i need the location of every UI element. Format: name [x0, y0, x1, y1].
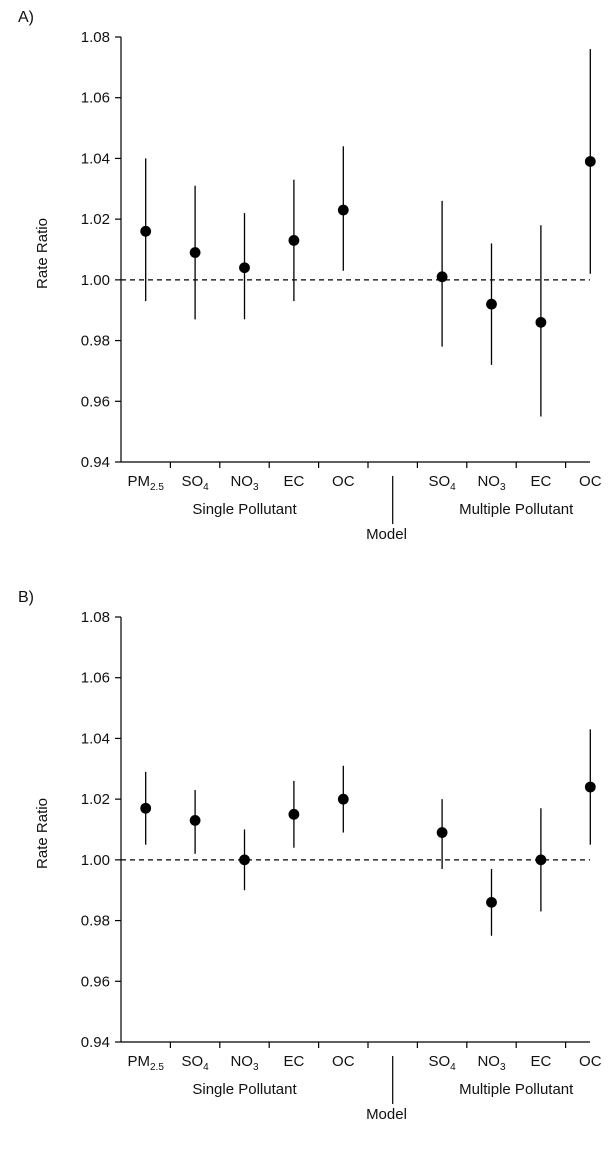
panel-b-x-tick-label: NO3 [230, 1053, 259, 1073]
panel-b-label: B) [18, 589, 34, 606]
panel-b-x-tick-label: EC [530, 1053, 551, 1070]
panel-a-group-label-multiple: Multiple Pollutant [459, 501, 574, 518]
x-tick-label-subscript: 3 [500, 1062, 506, 1073]
panel-a-x-tick-label: SO4 [181, 473, 209, 493]
x-tick-label-base: EC [530, 473, 551, 490]
panel-a-x-tick-label: EC [530, 473, 551, 490]
panel-b-y-tick-label: 1.02 [81, 791, 110, 808]
panel-b-point [486, 896, 497, 908]
x-tick-label-subscript: 3 [253, 482, 259, 493]
panel-a-y-tick-label: 0.96 [81, 393, 110, 410]
panel-a-label: A) [18, 9, 34, 26]
panel-b-y-tick-label: 1.08 [81, 609, 110, 626]
panel-a-y-tick-label: 1.00 [81, 272, 110, 289]
x-tick-label-subscript: 3 [500, 482, 506, 493]
x-tick-label-subscript: 4 [203, 1062, 209, 1073]
panel-a-y-tick-label: 1.06 [81, 90, 110, 107]
panel-a-x-axis-title: Model [366, 526, 407, 543]
x-tick-label-base: SO [428, 473, 450, 490]
panel-a-y-axis-title: Rate Ratio [34, 218, 51, 289]
panel-b-point [239, 854, 250, 866]
panel-a-point [584, 156, 596, 167]
x-tick-label-base: EC [283, 473, 304, 490]
panel-b-group-label-multiple: Multiple Pollutant [459, 1081, 574, 1098]
x-tick-label-base: NO [477, 1053, 500, 1070]
panel-b-y-tick-label: 0.98 [81, 913, 110, 930]
x-tick-label-base: EC [530, 1053, 551, 1070]
panel-a-point [239, 262, 250, 274]
panel-b-point [189, 814, 201, 826]
x-tick-label-base: OC [332, 473, 355, 490]
x-tick-label-base: SO [181, 473, 203, 490]
x-tick-label-base: OC [332, 1053, 355, 1070]
panel-b-point [436, 827, 448, 838]
panel-a-group-label-single: Single Pollutant [192, 501, 297, 518]
panel-a-x-tick-label: NO3 [477, 473, 506, 493]
panel-b-y-tick-label: 0.94 [81, 1034, 110, 1051]
panel-b-x-axis-title: Model [366, 1106, 407, 1123]
panel-a-x-tick-label: NO3 [230, 473, 259, 493]
x-tick-label-subscript: 4 [450, 482, 456, 493]
x-tick-label-subscript: 3 [253, 1062, 259, 1073]
panel-a-x-tick-label: SO4 [428, 473, 456, 493]
panel-a-y-tick-label: 1.08 [81, 29, 110, 46]
panel-a-x-tick-label: PM2.5 [127, 473, 164, 493]
panel-a-y-tick-label: 1.04 [81, 150, 110, 167]
x-tick-label-base: NO [230, 1053, 253, 1070]
panel-b-chart: B) 0.94 0.96 0.98 1.00 1.02 1.04 1.06 1.08 Rate R… [18, 589, 602, 1123]
x-tick-label-base: SO [428, 1053, 450, 1070]
panel-a-point [337, 204, 349, 216]
panel-b-x-tick-label: SO4 [428, 1053, 456, 1073]
panel-b-group-label-single: Single Pollutant [192, 1081, 297, 1098]
panel-b-y-tick-label: 0.96 [81, 973, 110, 990]
x-tick-label-subscript: 2.5 [150, 1062, 164, 1073]
panel-a-x-tick-label: OC [332, 473, 355, 490]
panel-b-point [140, 802, 152, 814]
panel-a-point [140, 225, 152, 237]
panel-a-x-tick-label: EC [283, 473, 304, 490]
panel-b-y-axis-title: Rate Ratio [34, 798, 51, 869]
x-tick-label-base: PM [127, 1053, 150, 1070]
panel-b-x-tick-label: PM2.5 [127, 1053, 164, 1073]
panel-a-point [189, 247, 201, 258]
panel-b-point [337, 793, 349, 805]
panel-b-x-tick-label: OC [579, 1053, 602, 1070]
x-tick-label-base: OC [579, 1053, 602, 1070]
panel-a-point [436, 271, 448, 283]
x-tick-label-subscript: 4 [450, 1062, 456, 1073]
x-tick-label-base: NO [477, 473, 500, 490]
panel-b-point [288, 808, 300, 820]
panel-b-x-tick-label: SO4 [181, 1053, 209, 1073]
panel-a-chart: A) 0.94 0.96 0.98 1.00 1.02 1.04 1.06 1.08 Rate R… [18, 9, 602, 543]
panel-a-y-tick-label: 0.94 [81, 454, 110, 471]
x-tick-label-base: NO [230, 473, 253, 490]
panel-b-x-tick-label: NO3 [477, 1053, 506, 1073]
panel-a-y-tick-label: 0.98 [81, 333, 110, 350]
panel-b-point [584, 781, 596, 793]
panel-a-point [535, 316, 547, 328]
panel-a-x-tick-label: OC [579, 473, 602, 490]
panel-b-point [535, 854, 547, 866]
x-tick-label-subscript: 4 [203, 482, 209, 493]
x-tick-label-base: PM [127, 473, 150, 490]
panel-b-x-tick-label: OC [332, 1053, 355, 1070]
panel-a-point [288, 234, 300, 246]
x-tick-label-base: SO [181, 1053, 203, 1070]
panel-a-y-tick-label: 1.02 [81, 211, 110, 228]
panel-b-y-tick-label: 1.00 [81, 852, 110, 869]
x-tick-label-base: EC [283, 1053, 304, 1070]
panel-b-y-tick-label: 1.06 [81, 670, 110, 687]
x-tick-label-base: OC [579, 473, 602, 490]
panel-b-y-tick-label: 1.04 [81, 730, 110, 747]
panel-a-point [486, 298, 497, 310]
x-tick-label-subscript: 2.5 [150, 482, 164, 493]
panel-b-x-tick-label: EC [283, 1053, 304, 1070]
